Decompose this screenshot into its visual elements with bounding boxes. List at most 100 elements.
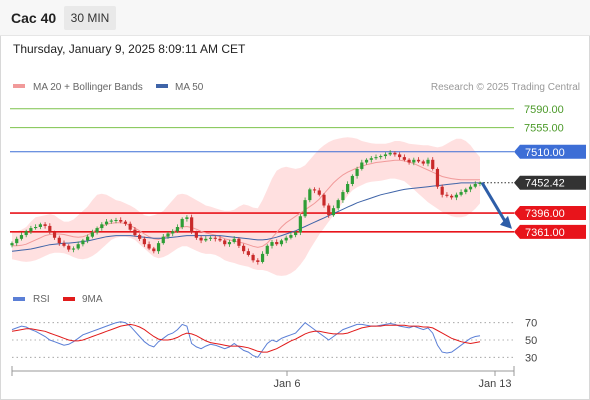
ma50-legend-swatch <box>156 84 168 88</box>
candle-body-62 <box>303 200 307 217</box>
candle-body-22 <box>114 220 118 222</box>
last-price-label: 7452.42 <box>525 178 565 190</box>
candle-body-90 <box>435 168 440 187</box>
candle-body-63 <box>308 189 312 201</box>
candle-body-39 <box>194 232 198 238</box>
rsi-panel: 70 50 30 <box>11 318 537 364</box>
candle-body-28 <box>142 238 146 245</box>
forecast-arrow <box>480 181 512 229</box>
candle-body-41 <box>204 238 208 241</box>
bollinger-band-area <box>12 137 480 276</box>
last-price-tag <box>514 175 586 190</box>
candle-body-3 <box>24 231 28 236</box>
rsi-ma-legend-label: 9MA <box>82 294 103 305</box>
candle-body-69 <box>336 200 340 209</box>
candle-body-16 <box>86 236 90 241</box>
candle-body-95 <box>459 192 463 195</box>
candle-body-33 <box>166 233 170 237</box>
candle-body-82 <box>398 154 402 158</box>
candle-body-77 <box>374 157 378 159</box>
candle-body-71 <box>346 184 350 193</box>
bb-legend-label: MA 20 + Bollinger Bands <box>33 82 143 93</box>
candle-body-9 <box>52 232 57 238</box>
level-label-7361.00: 7361.00 <box>525 227 565 239</box>
candle-body-38 <box>190 217 194 233</box>
candle-body-89 <box>431 159 435 169</box>
rsi-legend-swatch <box>13 297 25 301</box>
level-label-7555.00: 7555.00 <box>524 123 564 135</box>
ma50-legend-label: MA 50 <box>175 82 204 93</box>
candle-body-21 <box>109 220 113 222</box>
candle-body-59 <box>289 235 293 238</box>
candle-body-32 <box>161 236 165 244</box>
rsi-ma-legend-swatch <box>63 297 75 301</box>
candle-body-42 <box>208 237 213 239</box>
candle-body-75 <box>364 159 369 163</box>
interval-button[interactable]: 30 MIN <box>64 6 116 30</box>
candle-body-98 <box>473 184 477 187</box>
rsi-ma-line <box>11 323 481 353</box>
ma20-line <box>12 159 480 248</box>
level-label-7396.00: 7396.00 <box>525 208 565 220</box>
candle-body-56 <box>275 242 279 245</box>
candle-body-23 <box>119 220 123 222</box>
candle-body-0 <box>10 243 14 246</box>
symbol-title: Cac 40 <box>11 10 57 26</box>
rsi-tick-70: 70 <box>525 318 537 330</box>
candle-body-60 <box>294 232 298 236</box>
candle-body-87 <box>421 161 425 164</box>
candle-body-43 <box>213 237 217 239</box>
candle-body-76 <box>369 158 373 160</box>
candlesticks <box>10 150 482 265</box>
candle-body-6 <box>38 224 42 227</box>
candle-body-73 <box>355 168 359 176</box>
candle-body-53 <box>260 253 265 262</box>
ma50-line <box>11 182 480 252</box>
forecast-arrow-head <box>500 215 512 229</box>
candle-body-4 <box>29 228 33 232</box>
candle-body-8 <box>48 225 52 233</box>
candle-body-14 <box>76 244 80 249</box>
candle-body-18 <box>95 228 99 233</box>
candle-body-12 <box>67 245 71 250</box>
candle-body-15 <box>81 240 85 245</box>
candle-body-37 <box>185 217 189 219</box>
candle-body-79 <box>383 154 388 157</box>
candle-body-44 <box>218 238 222 241</box>
candle-body-66 <box>322 194 326 206</box>
candle-body-54 <box>265 245 269 254</box>
price-labels: 7590.00 7555.00 7510.00 7396.00 7361.00 7452.… <box>514 104 586 239</box>
level-label-7590.00: 7590.00 <box>524 104 564 116</box>
time-axis: Jan 6 Jan 13 <box>11 366 515 390</box>
candle-body-51 <box>251 254 255 261</box>
candle-body-78 <box>379 156 383 158</box>
candle-body-55 <box>270 242 274 246</box>
level-tag-7361.00 <box>514 224 586 239</box>
candle-body-93 <box>450 195 454 198</box>
candle-body-52 <box>256 260 260 262</box>
candle-body-58 <box>284 237 288 241</box>
candle-body-84 <box>407 159 411 163</box>
bb-legend-swatch <box>13 84 25 88</box>
candle-body-13 <box>71 248 76 250</box>
candle-body-10 <box>57 237 61 244</box>
candle-body-27 <box>138 235 142 239</box>
bollinger-bands <box>12 137 480 276</box>
x-tick-label-0: Jan 6 <box>274 378 301 390</box>
candle-body-30 <box>152 248 156 252</box>
candle-body-25 <box>128 223 132 230</box>
candle-body-50 <box>246 251 250 255</box>
candle-body-64 <box>312 189 317 191</box>
rsi-line <box>11 321 481 358</box>
forecast-arrow-shaft <box>480 181 508 224</box>
level-tag-7396.00 <box>514 206 586 221</box>
x-tick-label-1: Jan 13 <box>478 378 511 390</box>
candle-body-17 <box>90 232 94 237</box>
candle-body-96 <box>464 189 468 193</box>
rsi-legend-label: RSI <box>33 294 50 305</box>
candle-body-65 <box>317 190 321 195</box>
candle-body-86 <box>416 159 421 162</box>
candle-body-40 <box>199 237 203 241</box>
candle-body-94 <box>454 194 458 198</box>
